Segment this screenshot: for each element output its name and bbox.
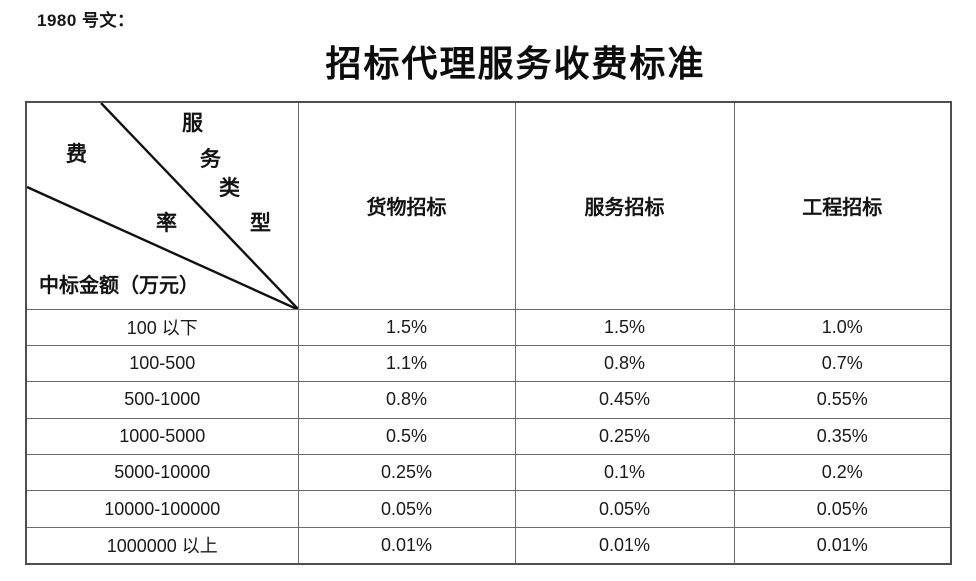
engineering-rate-cell: 0.05%: [733, 490, 952, 528]
amount-range-cell: 100-500: [25, 344, 299, 383]
diagonal-divider-lines: [27, 103, 297, 308]
corner-service-type-char: 型: [250, 211, 271, 235]
amount-range-cell: 10000-100000: [25, 490, 299, 528]
diagonal-corner-cell: 费 率 服 务 类 型 中标金额（万元）: [25, 101, 299, 310]
goods-rate-cell: 0.05%: [297, 490, 516, 528]
services-rate-cell: 0.1%: [514, 454, 735, 492]
services-rate-cell: 0.8%: [514, 344, 735, 383]
page-title: 招标代理服务收费标准: [325, 44, 706, 84]
goods-rate-cell: 1.5%: [297, 308, 516, 346]
goods-rate-cell: 0.5%: [297, 417, 516, 456]
table-body: 100 以下 1.5% 1.5% 1.0% 100-500 1.1% 0.8% …: [25, 308, 952, 565]
services-rate-cell: 0.05%: [514, 490, 735, 528]
table-header-row: 费 率 服 务 类 型 中标金额（万元） 货物招标 服务招标 工程招标: [25, 101, 952, 310]
amount-range-cell: 500-1000: [25, 381, 299, 419]
amount-range-cell: 100 以下: [25, 308, 299, 346]
table-row: 1000-5000 0.5% 0.25% 0.35%: [25, 417, 952, 456]
engineering-rate-cell: 0.7%: [733, 344, 952, 383]
amount-range-cell: 5000-10000: [25, 454, 299, 492]
table-row: 500-1000 0.8% 0.45% 0.55%: [25, 381, 952, 419]
column-header-engineering: 工程招标: [733, 101, 952, 310]
goods-rate-cell: 1.1%: [297, 344, 516, 383]
goods-rate-cell: 0.25%: [297, 454, 516, 492]
services-rate-cell: 0.45%: [514, 381, 735, 419]
engineering-rate-cell: 1.0%: [733, 308, 952, 346]
table-row: 5000-10000 0.25% 0.1% 0.2%: [25, 454, 952, 492]
engineering-rate-cell: 0.01%: [733, 526, 952, 565]
corner-fee-char: 率: [156, 211, 177, 235]
table-row: 100-500 1.1% 0.8% 0.7%: [25, 344, 952, 383]
goods-rate-cell: 0.01%: [297, 526, 516, 565]
column-header-goods: 货物招标: [297, 101, 516, 310]
goods-rate-cell: 0.8%: [297, 381, 516, 419]
services-rate-cell: 0.01%: [514, 526, 735, 565]
fee-table: 费 率 服 务 类 型 中标金额（万元） 货物招标 服务招标 工程招标 100 …: [25, 101, 952, 565]
services-rate-cell: 1.5%: [514, 308, 735, 346]
table-row: 1000000 以上 0.01% 0.01% 0.01%: [25, 526, 952, 565]
amount-range-cell: 1000000 以上: [25, 526, 299, 565]
column-header-services: 服务招标: [514, 101, 735, 310]
services-rate-cell: 0.25%: [514, 417, 735, 456]
corner-fee-char: 费: [66, 142, 87, 166]
corner-service-type-char: 务: [200, 147, 221, 171]
engineering-rate-cell: 0.35%: [733, 417, 952, 456]
corner-amount-label: 中标金额（万元）: [39, 275, 199, 297]
corner-service-type-char: 类: [219, 176, 240, 200]
engineering-rate-cell: 0.55%: [733, 381, 952, 419]
corner-service-type-char: 服: [182, 111, 203, 135]
table-row: 100 以下 1.5% 1.5% 1.0%: [25, 308, 952, 346]
doc-number-label: 1980 号文：: [37, 11, 135, 30]
amount-range-cell: 1000-5000: [25, 417, 299, 456]
table-row: 10000-100000 0.05% 0.05% 0.05%: [25, 490, 952, 528]
engineering-rate-cell: 0.2%: [733, 454, 952, 492]
